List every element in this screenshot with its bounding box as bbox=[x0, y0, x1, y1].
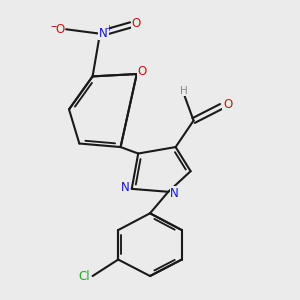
Text: Cl: Cl bbox=[79, 269, 90, 283]
Text: O: O bbox=[223, 98, 232, 111]
Text: O: O bbox=[137, 64, 147, 78]
Text: –: – bbox=[51, 20, 57, 33]
Text: H: H bbox=[180, 85, 188, 95]
Text: N: N bbox=[170, 187, 179, 200]
Text: +: + bbox=[105, 25, 112, 34]
Text: O: O bbox=[131, 17, 141, 30]
Text: O: O bbox=[55, 23, 64, 36]
Text: N: N bbox=[121, 181, 130, 194]
Text: N: N bbox=[99, 27, 108, 40]
